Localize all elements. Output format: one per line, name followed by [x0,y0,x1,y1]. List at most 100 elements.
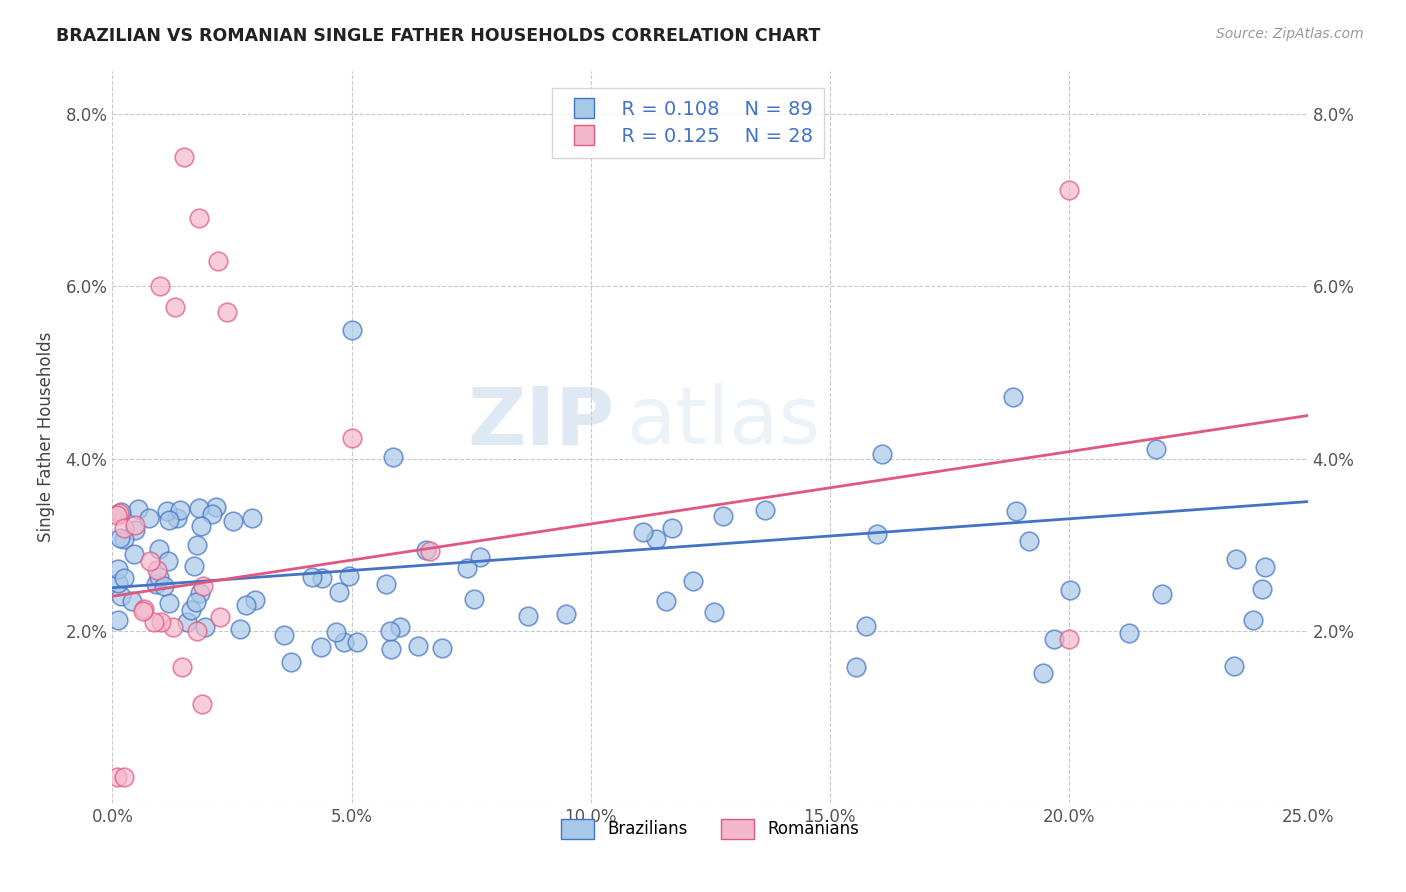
Point [855,618,877,632]
Point [207,253,229,268]
Point [162,619,184,633]
Text: ZIP: ZIP [467,384,614,461]
Point [374,577,396,591]
Point [240,511,263,525]
Point [107,613,129,627]
Legend: Brazilians, Romanians: Brazilians, Romanians [554,812,866,846]
Point [682,574,704,588]
Point [340,431,363,445]
Point [108,531,131,545]
Point [166,511,188,525]
Point [1002,390,1025,404]
Point [186,624,208,638]
Point [661,521,683,535]
Point [754,502,776,516]
Point [415,542,437,557]
Point [112,532,135,546]
Y-axis label: Single Father Households: Single Father Households [37,332,55,542]
Point [138,510,160,524]
Point [184,594,207,608]
Point [711,508,734,523]
Point [645,532,668,546]
Point [194,620,217,634]
Point [1032,665,1054,680]
Point [1043,632,1066,646]
Point [555,607,578,621]
Point [152,578,174,592]
Point [337,569,360,583]
Point [1251,582,1274,597]
Point [1150,587,1173,601]
Point [180,603,202,617]
Point [121,593,143,607]
Point [188,586,211,600]
Point [301,570,323,584]
Point [112,770,135,784]
Point [143,615,166,630]
Point [170,660,193,674]
Point [124,518,146,533]
Point [105,508,128,522]
Point [419,543,441,558]
Text: atlas: atlas [627,384,821,461]
Point [156,554,179,568]
Point [517,609,540,624]
Point [114,571,136,585]
Point [124,547,146,561]
Point [456,560,478,574]
Point [430,640,453,655]
Text: Source: ZipAtlas.com: Source: ZipAtlas.com [1216,27,1364,41]
Point [328,584,350,599]
Point [107,576,129,591]
Point [157,513,180,527]
Point [163,301,186,315]
Point [273,628,295,642]
Point [222,515,245,529]
Point [382,450,405,464]
Point [127,502,149,516]
Point [340,322,363,336]
Point [1253,560,1275,574]
Point [145,577,167,591]
Point [311,640,333,654]
Point [183,559,205,574]
Point [463,591,485,606]
Point [866,527,889,541]
Point [201,507,224,521]
Point [150,615,173,630]
Point [187,211,209,225]
Point [870,447,893,461]
Point [204,500,226,514]
Point [191,579,214,593]
Point [169,503,191,517]
Point [139,554,162,568]
Point [333,635,356,649]
Point [110,505,132,519]
Point [1118,625,1140,640]
Point [468,549,491,564]
Point [190,697,212,711]
Point [1225,552,1247,566]
Point [655,594,678,608]
Point [149,279,172,293]
Point [173,150,195,164]
Point [176,615,198,629]
Point [148,569,170,583]
Point [1059,583,1081,598]
Point [1241,613,1264,627]
Point [187,501,209,516]
Point [346,635,368,649]
Point [190,519,212,533]
Point [105,770,128,784]
Point [186,538,208,552]
Point [134,602,156,616]
Point [235,598,257,612]
Point [1005,504,1028,518]
Point [631,525,654,540]
Point [380,642,402,657]
Point [243,593,266,607]
Point [703,605,725,619]
Point [1057,632,1080,647]
Point [1144,442,1167,456]
Point [124,524,146,538]
